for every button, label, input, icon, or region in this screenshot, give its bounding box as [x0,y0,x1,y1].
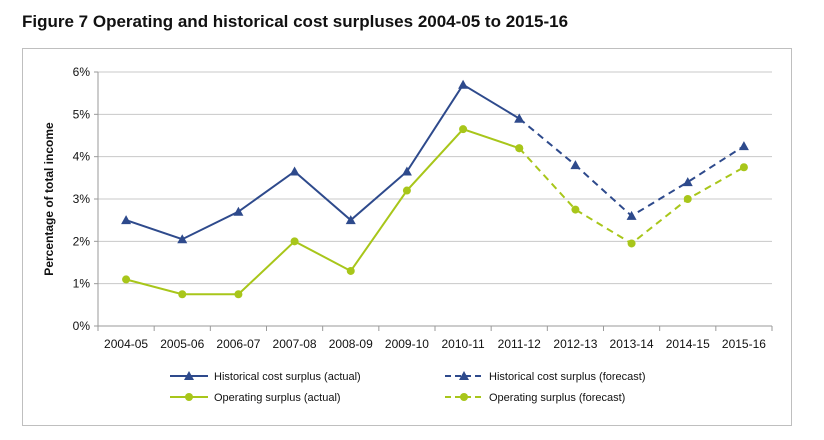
data-point [401,166,412,176]
series-line [518,117,745,218]
data-point [570,160,581,170]
x-tick-label: 2013-14 [610,337,654,351]
x-tick-label: 2015-16 [722,337,766,351]
y-tick-label: 1% [73,277,91,291]
y-tick-label: 5% [73,107,91,121]
legend-label: Operating surplus (forecast) [489,392,625,404]
x-tick-label: 2009-10 [385,337,429,351]
data-point [290,237,299,246]
data-point [626,210,637,220]
series-operating-surplus-forecast [515,144,748,248]
x-tick-label: 2004-05 [104,337,148,351]
series-group [121,79,749,299]
grid-lines [94,71,773,331]
x-tick-label: 2007-08 [273,337,317,351]
legend-marker [185,393,193,401]
legend-item[interactable]: Historical cost surplus (forecast) [445,371,646,383]
legend-label: Historical cost surplus (forecast) [489,371,646,383]
series-line [125,83,520,241]
legend-item[interactable]: Operating surplus (forecast) [445,392,625,404]
data-point [345,215,356,225]
legend-label: Historical cost surplus (actual) [214,371,361,383]
data-point [627,239,636,248]
data-point [739,163,748,172]
legend-marker [459,371,469,380]
x-tick-label: 2006-07 [216,337,260,351]
y-tick-label: 0% [73,319,91,333]
y-tick-label: 2% [73,234,91,248]
y-axis-label: Percentage of total income [42,122,56,276]
x-tick-label: 2014-15 [666,337,710,351]
series-line [125,127,520,296]
series-historical-cost-surplus-forecast [514,113,749,220]
data-point [289,166,300,176]
series-historical-cost-surplus-actual [121,79,525,244]
data-point [515,144,524,153]
chart-title: Figure 7 Operating and historical cost s… [22,12,569,31]
data-point [402,186,411,195]
data-point [346,266,355,275]
data-point [682,177,693,187]
legend-item[interactable]: Historical cost surplus (actual) [170,371,361,383]
data-point [514,113,525,123]
y-tick-label: 4% [73,150,91,164]
x-tick-label: 2012-13 [553,337,597,351]
data-point [683,195,692,203]
data-point [178,290,187,299]
series-operating-surplus-actual [122,125,524,299]
chart-frame [22,48,792,426]
legend[interactable]: Historical cost surplus (actual) Historic… [170,371,646,404]
data-point [458,79,469,89]
legend-item[interactable]: Operating surplus (actual) [170,392,341,404]
x-tick-label: 2005-06 [160,337,204,351]
x-tick-label: 2008-09 [329,337,373,351]
data-point [121,215,132,225]
data-point [177,234,188,244]
x-tick-label: 2010-11 [442,337,485,351]
legend-label: Operating surplus (actual) [214,392,341,404]
series-line [518,147,745,245]
data-point [738,141,749,151]
y-tick-labels: 0% 1% 2% 3% 4% 5% 6% [73,65,91,333]
data-point [122,275,131,284]
legend-marker [184,371,194,380]
data-point [459,125,468,134]
y-tick-label: 6% [73,65,91,79]
y-tick-label: 3% [73,192,91,206]
data-point [233,206,244,216]
data-point [571,205,580,214]
x-tick-labels: 2004-05 2005-06 2006-07 2007-08 2008-09 2009-… [104,337,766,351]
legend-marker [460,393,468,401]
x-tick-label: 2011-12 [498,337,541,351]
data-point [234,290,243,299]
